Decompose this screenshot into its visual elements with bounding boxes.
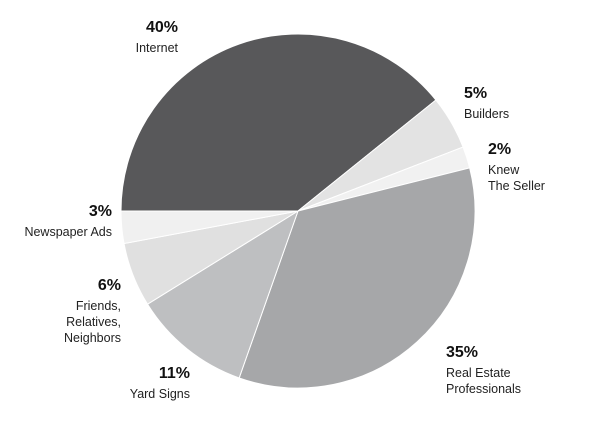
data-label-internet: 40% bbox=[146, 19, 178, 36]
pie-slice-yard-signs bbox=[146, 209, 299, 379]
category-label-newspaper-ads: Newspaper Ads bbox=[24, 225, 112, 239]
data-label-real-estate-professionals: 35% bbox=[446, 344, 478, 361]
pie-slice-internet bbox=[120, 33, 437, 212]
category-label-yard-signs: Yard Signs bbox=[130, 387, 190, 401]
data-label-builders: 5% bbox=[464, 85, 487, 102]
category-label-internet: Internet bbox=[136, 41, 179, 55]
pie-slices bbox=[120, 33, 476, 389]
pie-labels: 40% Internet 5% Builders 2% Knew The Seller 35%… bbox=[24, 19, 545, 401]
pie-slice-newspaper-ads bbox=[120, 210, 299, 245]
category-label-knew-the-seller: Knew The Seller bbox=[488, 163, 545, 193]
category-label-builders: Builders bbox=[464, 107, 509, 121]
data-label-knew-the-seller: 2% bbox=[488, 141, 511, 158]
pie-slice-real-estate-professionals bbox=[238, 167, 476, 389]
data-label-yard-signs: 11% bbox=[159, 365, 190, 382]
category-label-friends-relatives-neighbors: Friends, Relatives, Neighbors bbox=[64, 299, 121, 345]
data-label-friends-relatives-neighbors: 6% bbox=[98, 277, 121, 294]
category-label-real-estate-professionals: Real Estate Professionals bbox=[446, 366, 521, 396]
data-label-newspaper-ads: 3% bbox=[89, 203, 112, 220]
